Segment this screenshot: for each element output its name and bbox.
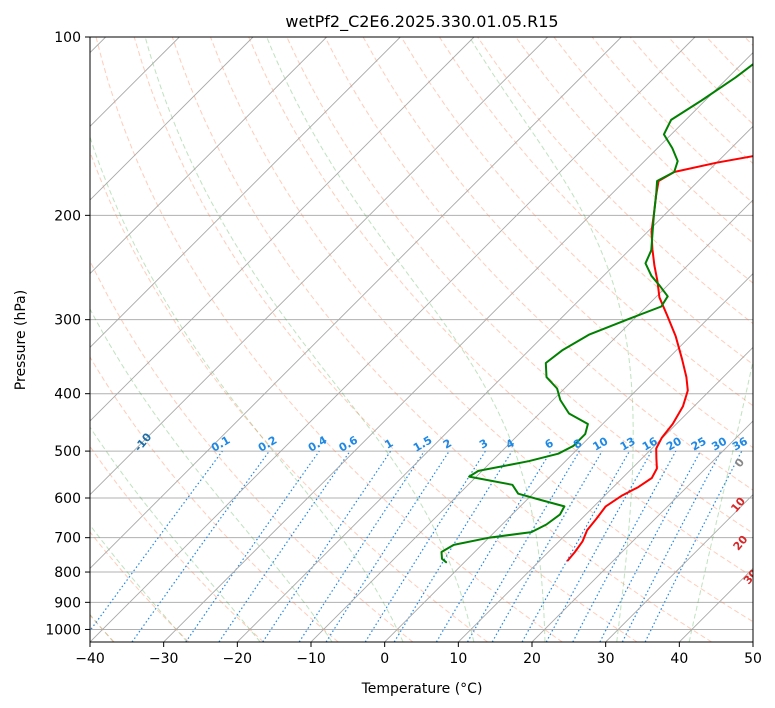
mixing-ratio-line bbox=[298, 450, 425, 642]
y-tick-label: 600 bbox=[54, 491, 81, 507]
plot-area: 0.10.20.40.611.52346810131620253036-100-… bbox=[90, 37, 753, 642]
dry-adiabat-line bbox=[90, 445, 264, 642]
sounding-profiles bbox=[440, 62, 753, 564]
y-tick-label: 1000 bbox=[45, 622, 81, 638]
x-tick-label: 0 bbox=[380, 651, 389, 667]
mixing-ratio-lines bbox=[90, 450, 743, 642]
dry-adiabat-line bbox=[210, 37, 753, 623]
isotherm-line bbox=[90, 37, 696, 642]
moist-adiabat-line bbox=[90, 135, 404, 642]
mixing-ratio-line bbox=[521, 450, 631, 642]
dry-adiabat-line bbox=[90, 531, 190, 642]
y-tick-label: 300 bbox=[54, 313, 81, 329]
moist-adiabat-line bbox=[144, 37, 475, 642]
dry-adiabat-line bbox=[515, 37, 753, 284]
dry-adiabat-line bbox=[95, 37, 563, 642]
mixing-ratio-line bbox=[218, 450, 351, 642]
isotherm-line bbox=[90, 37, 254, 201]
mixing-ratio-line bbox=[262, 450, 392, 642]
isotherm-line bbox=[384, 273, 753, 642]
plot-frame bbox=[89, 36, 754, 643]
isotherm-line bbox=[90, 37, 327, 275]
y-tick-label: 200 bbox=[54, 208, 81, 224]
pressure-gridlines bbox=[90, 37, 753, 630]
temperature-profile-line bbox=[566, 155, 753, 562]
isotherm-line bbox=[458, 346, 753, 642]
isotherm-line bbox=[237, 125, 753, 642]
dry-adiabat-line bbox=[438, 37, 753, 366]
mixing-ratio-line bbox=[572, 450, 677, 642]
mixing-ratio-line bbox=[185, 450, 320, 642]
isotherms bbox=[90, 37, 753, 642]
mixing-ratio-line bbox=[393, 450, 513, 642]
chart-title: wetPf2_C2E6.2025.330.01.05.R15 bbox=[285, 12, 558, 32]
y-axis-ticks: 1000 900 800 700 600 500 400 300 200 100 bbox=[45, 30, 90, 638]
isotherm-line bbox=[90, 37, 475, 422]
mixing-ratio-line bbox=[90, 450, 223, 632]
mixing-ratio-line bbox=[545, 450, 653, 642]
isotherm-line bbox=[310, 199, 753, 642]
isotherm-line bbox=[531, 420, 753, 642]
moist-adiabat-line bbox=[90, 426, 261, 642]
dry-adiabat-line bbox=[171, 37, 712, 642]
y-tick-label: 400 bbox=[54, 387, 81, 403]
x-tick-label: 50 bbox=[744, 651, 762, 667]
mixing-ratio-line bbox=[644, 450, 743, 642]
dry-adiabat-line bbox=[324, 37, 753, 491]
y-tick-label: 100 bbox=[54, 30, 81, 46]
y-axis-label: Pressure (hPa) bbox=[13, 290, 29, 390]
dry-adiabat-line bbox=[248, 37, 753, 578]
y-tick-label: 500 bbox=[54, 444, 81, 460]
x-tick-label: 20 bbox=[523, 651, 541, 667]
x-tick-label: 10 bbox=[449, 651, 467, 667]
y-tick-label: 800 bbox=[54, 565, 81, 581]
x-axis-ticks: −40 −30 −20 −10 0 10 20 30 40 50 bbox=[75, 642, 762, 667]
dewpoint-profile-line bbox=[440, 62, 753, 564]
x-axis-label: Temperature (°C) bbox=[361, 681, 483, 697]
isotherm-line bbox=[90, 37, 401, 348]
x-tick-label: 30 bbox=[597, 651, 615, 667]
x-tick-label: −40 bbox=[75, 651, 105, 667]
isotherm-line bbox=[90, 37, 622, 569]
dry-adiabat-line bbox=[400, 37, 753, 407]
x-tick-label: −20 bbox=[223, 651, 253, 667]
dry-adiabats bbox=[90, 37, 753, 642]
x-tick-label: −30 bbox=[149, 651, 179, 667]
moist-adiabat-line bbox=[266, 37, 546, 642]
dry-adiabat-line bbox=[90, 150, 488, 642]
mixing-ratio-line bbox=[131, 450, 270, 642]
isotherm-line bbox=[605, 494, 753, 642]
isotherm-line bbox=[163, 52, 753, 642]
y-tick-label: 700 bbox=[54, 531, 81, 547]
isotherm-line bbox=[90, 37, 548, 496]
dry-adiabat-line bbox=[133, 37, 638, 642]
mixing-ratio-line bbox=[325, 450, 450, 642]
moist-adiabat-line bbox=[688, 358, 753, 642]
dry-adiabat-line bbox=[90, 356, 339, 642]
x-tick-label: −10 bbox=[296, 651, 326, 667]
x-tick-label: 40 bbox=[670, 651, 688, 667]
y-tick-label: 900 bbox=[54, 595, 81, 611]
moist-adiabat-line bbox=[90, 308, 333, 642]
